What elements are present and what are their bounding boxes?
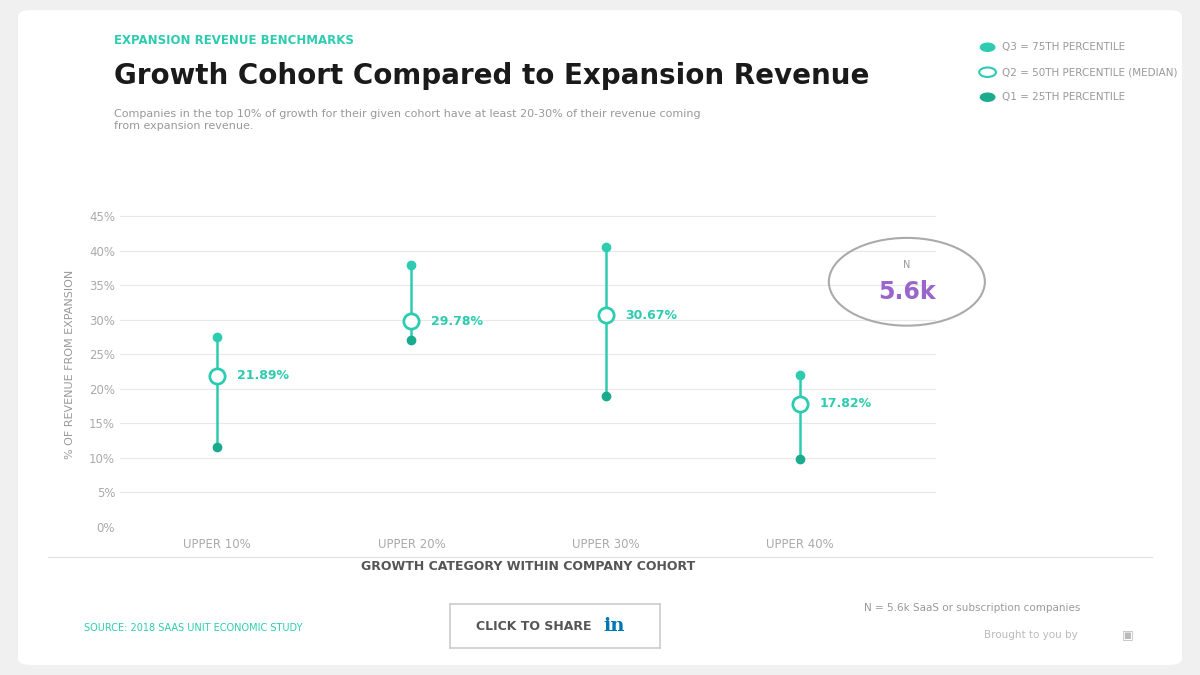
Text: Q2 = 50TH PERCENTILE (MEDIAN): Q2 = 50TH PERCENTILE (MEDIAN) (1002, 68, 1177, 77)
Text: Growth Cohort Compared to Expansion Revenue: Growth Cohort Compared to Expansion Reve… (114, 62, 869, 90)
Text: GROWTH CATEGORY WITHIN COMPANY COHORT: GROWTH CATEGORY WITHIN COMPANY COHORT (361, 560, 695, 573)
Text: Q1 = 25TH PERCENTILE: Q1 = 25TH PERCENTILE (1002, 92, 1126, 102)
Text: Brought to you by: Brought to you by (984, 630, 1078, 640)
Text: ▣: ▣ (1122, 628, 1134, 641)
Text: 29.78%: 29.78% (431, 315, 482, 327)
Text: N: N (904, 260, 911, 270)
Text: 30.67%: 30.67% (625, 308, 677, 321)
Text: 5.6k: 5.6k (878, 280, 936, 304)
Text: Q3 = 75TH PERCENTILE: Q3 = 75TH PERCENTILE (1002, 43, 1126, 52)
Text: Companies in the top 10% of growth for their given cohort have at least 20-30% o: Companies in the top 10% of growth for t… (114, 109, 701, 131)
Y-axis label: % OF REVENUE FROM EXPANSION: % OF REVENUE FROM EXPANSION (65, 270, 76, 459)
Text: 21.89%: 21.89% (236, 369, 288, 382)
Text: SOURCE: 2018 SAAS UNIT ECONOMIC STUDY: SOURCE: 2018 SAAS UNIT ECONOMIC STUDY (84, 623, 302, 633)
Text: in: in (604, 617, 624, 635)
Text: EXPANSION REVENUE BENCHMARKS: EXPANSION REVENUE BENCHMARKS (114, 34, 354, 47)
Text: N = 5.6k SaaS or subscription companies: N = 5.6k SaaS or subscription companies (864, 603, 1080, 613)
Text: CLICK TO SHARE: CLICK TO SHARE (476, 620, 592, 632)
Text: 17.82%: 17.82% (820, 397, 871, 410)
